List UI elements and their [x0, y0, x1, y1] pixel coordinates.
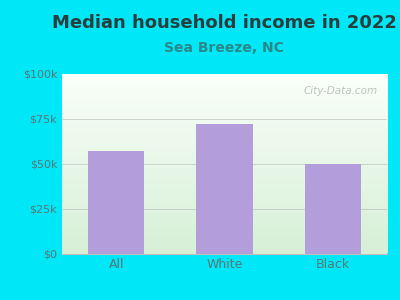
- Text: Median household income in 2022: Median household income in 2022: [52, 14, 396, 32]
- Bar: [196, 124, 253, 254]
- Text: Sea Breeze, NC: Sea Breeze, NC: [164, 40, 284, 55]
- Text: City-Data.com: City-Data.com: [303, 86, 378, 96]
- Bar: [305, 164, 361, 254]
- Bar: [88, 151, 144, 254]
